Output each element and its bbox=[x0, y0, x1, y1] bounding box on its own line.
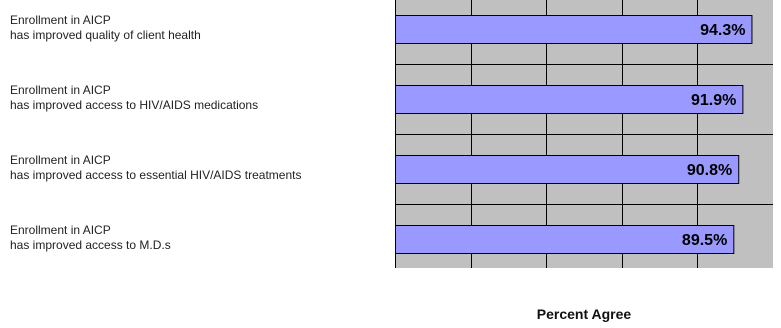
bar bbox=[395, 85, 744, 114]
category-label-line-1: Enrollment in AICP bbox=[10, 13, 111, 27]
bar bbox=[395, 155, 740, 184]
category-label-line-2: has improved access to HIV/AIDS medicati… bbox=[10, 98, 259, 112]
bar bbox=[395, 15, 753, 44]
category-label-line-1: Enrollment in AICP bbox=[10, 83, 111, 97]
bar-value-label: 90.8% bbox=[687, 162, 732, 179]
category-label: Enrollment in AICP has improved access to… bbox=[10, 153, 301, 183]
bar-value-label: 91.9% bbox=[691, 92, 736, 109]
category-label-line-2: has improved access to M.D.s bbox=[10, 238, 171, 252]
category-label-line-2: has improved access to essential HIV/AID… bbox=[10, 168, 302, 182]
category-label-line-1: Enrollment in AICP bbox=[10, 223, 111, 237]
bar-value-label: 89.5% bbox=[682, 232, 727, 249]
category-label-line-2: has improved quality of client health bbox=[10, 28, 201, 42]
bar bbox=[395, 225, 735, 254]
bar-value-label: 94.3% bbox=[700, 22, 745, 39]
category-label: Enrollment in AICP has improved access to… bbox=[10, 83, 258, 113]
x-axis-title: Percent Agree bbox=[536, 306, 632, 322]
category-label: Enrollment in AICP has improved access to… bbox=[10, 223, 171, 253]
category-label-line-1: Enrollment in AICP bbox=[10, 153, 111, 167]
category-label: Enrollment in AICP has improved quality o… bbox=[10, 13, 201, 43]
